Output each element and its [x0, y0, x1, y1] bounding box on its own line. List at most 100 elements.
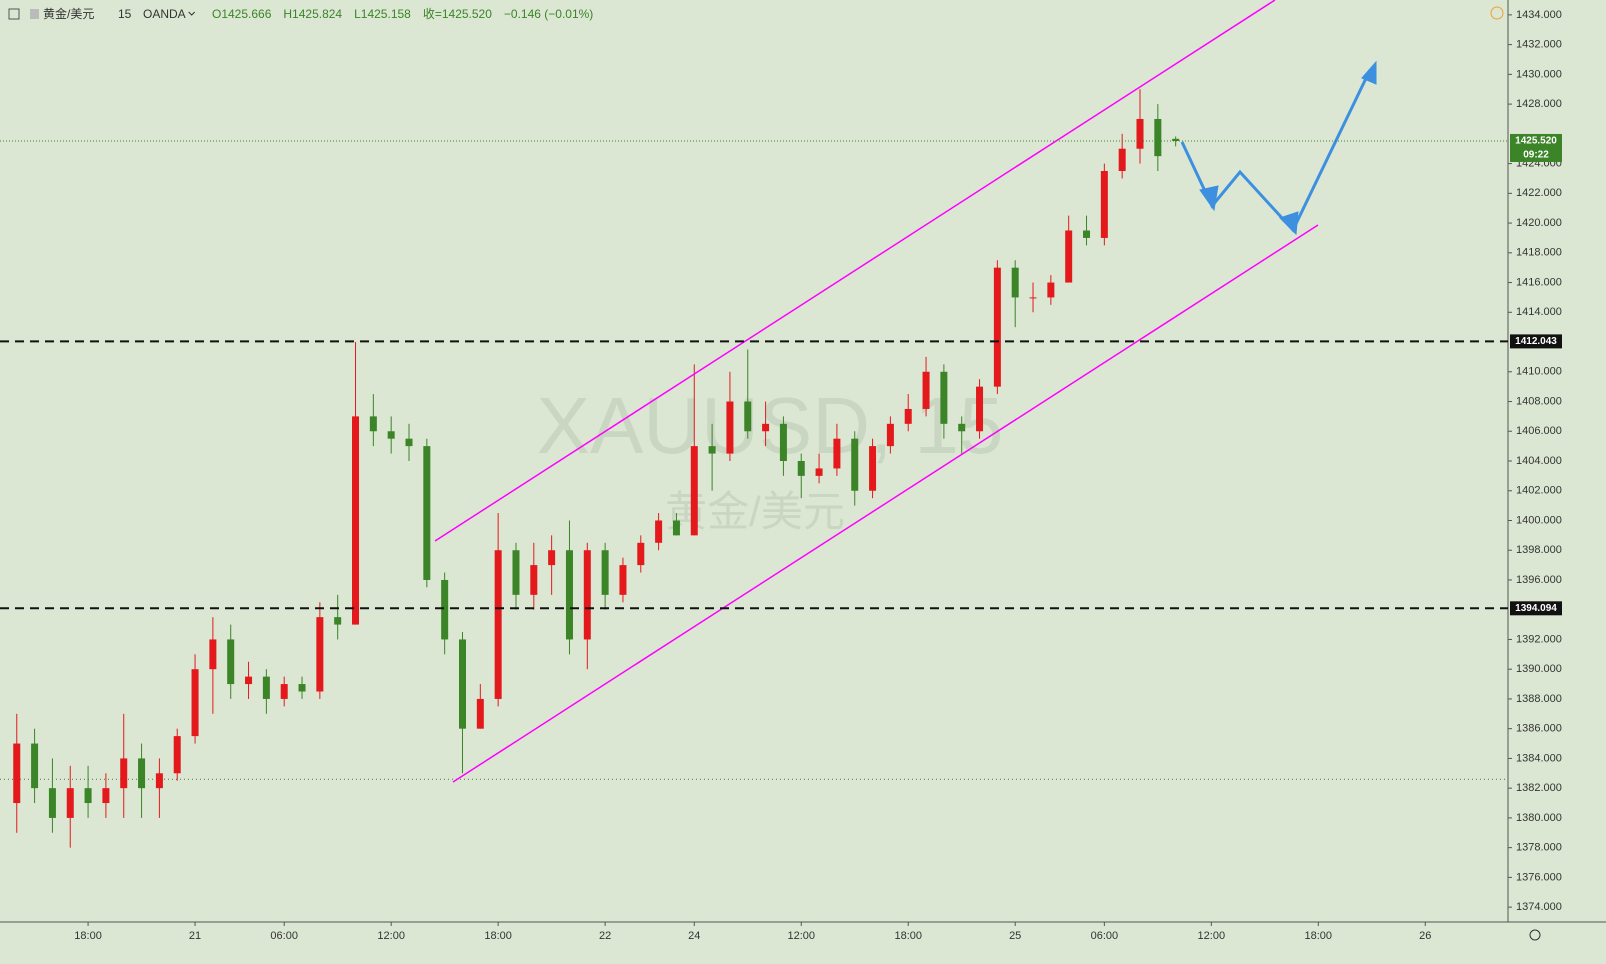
candle-body [851, 438, 859, 491]
y-tick-label: 1400.000 [1516, 514, 1562, 526]
candle-body [31, 743, 39, 789]
y-tick-label: 1390.000 [1516, 663, 1562, 675]
settings-icon[interactable] [1529, 929, 1541, 941]
candle-body [708, 446, 716, 454]
candle-body [209, 639, 217, 670]
candle-body [298, 684, 306, 692]
candle-body [601, 550, 609, 595]
candle-body [869, 446, 877, 491]
y-tick-label: 1402.000 [1516, 485, 1562, 497]
x-tick-label: 24 [688, 930, 700, 942]
alert-icon[interactable] [1490, 6, 1504, 20]
candle-body [1065, 230, 1073, 283]
candle-body [886, 423, 894, 447]
x-tick-label: 12:00 [377, 930, 405, 942]
watermark: XAUUSD, 15 [537, 381, 1004, 470]
source[interactable]: OANDA [143, 7, 186, 21]
candle-body [48, 788, 56, 818]
channel-lower [452, 224, 1319, 783]
channel-upper [434, 0, 1276, 542]
candle-body [672, 520, 680, 536]
candle-body [494, 550, 502, 699]
candle-body [66, 788, 74, 818]
header: 黄金/美元 15 OANDA [8, 6, 186, 21]
candle-body [1029, 297, 1037, 299]
candle-body [583, 550, 591, 640]
candle-body [155, 773, 163, 789]
candle-body [280, 684, 288, 699]
forecast-arrows [1180, 60, 1377, 236]
x-tick-label: 18:00 [894, 930, 922, 942]
y-tick-label: 1376.000 [1516, 871, 1562, 883]
y-tick-label: 1416.000 [1516, 276, 1562, 288]
candle-body [744, 401, 752, 432]
candle-body [1136, 118, 1144, 149]
candle-body [797, 461, 805, 476]
candle-body [352, 416, 360, 625]
candle-body [993, 267, 1001, 387]
candle-body [512, 550, 520, 595]
y-tick-label: 1430.000 [1516, 68, 1562, 80]
candle-body [84, 788, 92, 804]
level-label-box [1510, 601, 1562, 616]
x-tick-label: 18:00 [484, 930, 512, 942]
x-tick-label: 12:00 [1198, 930, 1226, 942]
candle-body [726, 401, 734, 454]
x-tick-label: 26 [1419, 930, 1431, 942]
candle-body [1154, 118, 1162, 157]
candle-body [441, 579, 449, 640]
x-tick-label: 21 [189, 930, 201, 942]
last-price-label: 1425.520 [1515, 136, 1557, 147]
y-tick-label: 1404.000 [1516, 455, 1562, 467]
symbol: 黄金/美元 [43, 6, 94, 21]
candle-body [779, 423, 787, 461]
candle-body [120, 758, 128, 789]
candle-body [904, 408, 912, 424]
x-tick-label: 22 [599, 930, 611, 942]
x-tick-label: 06:00 [1091, 930, 1119, 942]
dropdown-icon [188, 11, 196, 16]
x-tick-label: 06:00 [270, 930, 298, 942]
candle-body [1100, 171, 1108, 238]
y-tick-label: 1434.000 [1516, 9, 1562, 21]
level-label-box [1510, 334, 1562, 349]
x-tick-label: 18:00 [74, 930, 102, 942]
candle-body [655, 520, 663, 543]
candle-body [690, 446, 698, 536]
candle-body [1172, 138, 1180, 141]
candle-body [316, 617, 324, 692]
candle-body [138, 758, 146, 789]
y-tick-label: 1386.000 [1516, 723, 1562, 735]
y-tick-label: 1374.000 [1516, 901, 1562, 913]
x-tick-label: 12:00 [787, 930, 815, 942]
collapse-icon[interactable] [8, 8, 20, 20]
y-tick-label: 1406.000 [1516, 425, 1562, 437]
candle-body [334, 617, 342, 625]
y-tick-label: 1408.000 [1516, 395, 1562, 407]
candle-body [387, 431, 395, 439]
candle-body [13, 743, 21, 804]
y-tick-label: 1396.000 [1516, 574, 1562, 586]
candle-body [476, 698, 484, 729]
y-tick-label: 1380.000 [1516, 812, 1562, 824]
candle-body [762, 423, 770, 432]
candle-body [958, 423, 966, 432]
symbol-icon [30, 9, 39, 19]
candle-body [1118, 148, 1126, 172]
candle-body [1047, 282, 1055, 298]
level-label: 1394.094 [1515, 603, 1557, 614]
countdown: 09:22 [1523, 150, 1549, 161]
y-tick-label: 1410.000 [1516, 366, 1562, 378]
candle-body [191, 669, 199, 737]
candle-body [619, 565, 627, 595]
candle-body [102, 788, 110, 804]
last-price-box [1510, 133, 1562, 162]
candle-body [976, 386, 984, 432]
x-tick-label: 18:00 [1305, 930, 1333, 942]
candle-body [458, 639, 466, 729]
y-tick-label: 1382.000 [1516, 782, 1562, 794]
candle-body [637, 542, 645, 566]
y-tick-label: 1392.000 [1516, 633, 1562, 645]
y-tick-label: 1414.000 [1516, 306, 1562, 318]
